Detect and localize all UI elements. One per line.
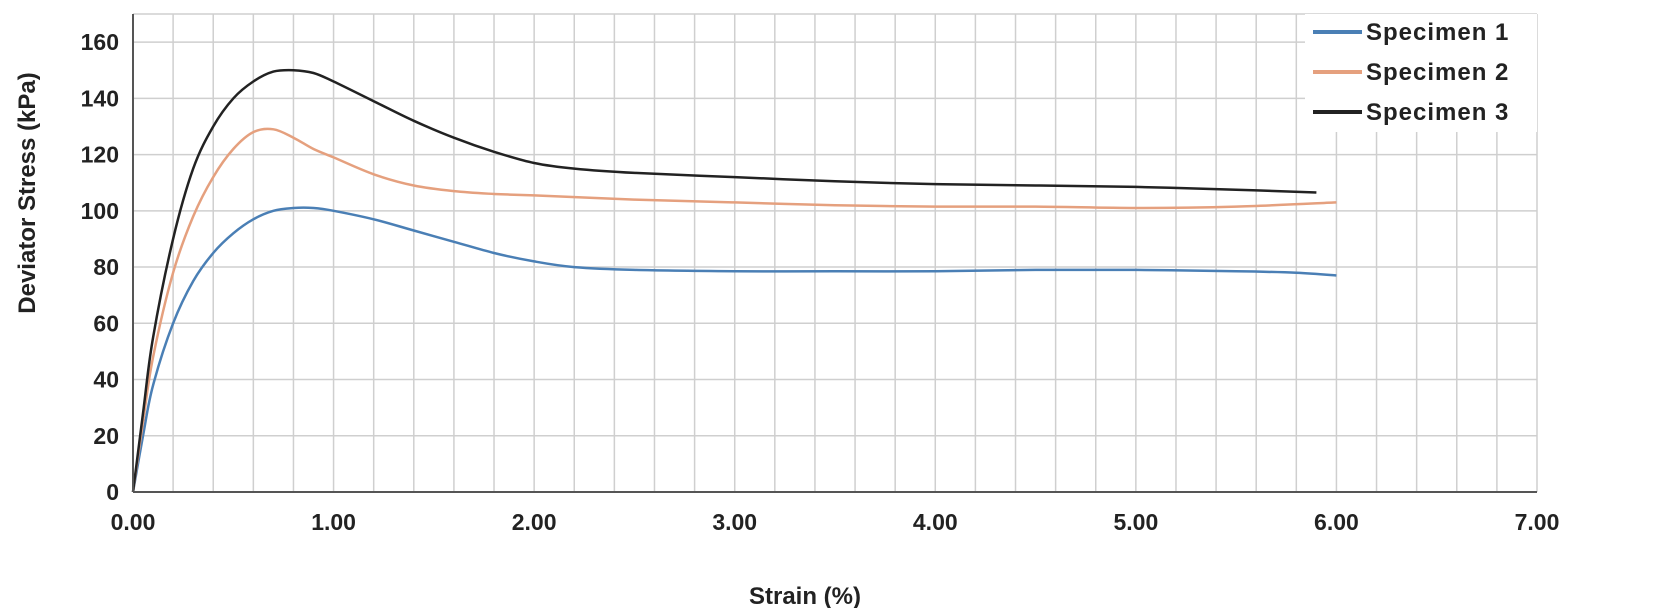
y-tick-label: 140 — [81, 85, 119, 111]
legend-label-specimen-2: Specimen 2 — [1366, 59, 1509, 86]
series-line-specimen-3 — [131, 68, 1317, 493]
y-tick-label: 120 — [81, 142, 119, 168]
x-axis-label: Strain (%) — [749, 583, 861, 608]
axes — [132, 14, 1537, 493]
y-tick-label: 60 — [93, 310, 119, 336]
x-tick-label: 7.00 — [1515, 509, 1560, 535]
series-line-specimen-1 — [131, 206, 1337, 493]
y-tick-label: 40 — [93, 367, 119, 393]
x-tick-label: 2.00 — [512, 509, 557, 535]
series-lines — [131, 68, 1337, 493]
x-tick-label: 6.00 — [1314, 509, 1359, 535]
tick-labels: 0.00 1.00 2.00 3.00 4.00 5.00 6.00 7.00 0 20 40 60 8… — [81, 29, 1560, 535]
y-tick-label: 160 — [81, 29, 119, 55]
y-tick-label: 100 — [81, 198, 119, 224]
y-tick-label: 20 — [93, 423, 119, 449]
x-tick-label: 1.00 — [311, 509, 356, 535]
legend: Specimen 1 Specimen 2 Specimen 3 — [1305, 14, 1537, 132]
grid — [132, 13, 1538, 493]
legend-label-specimen-3: Specimen 3 — [1366, 99, 1509, 126]
y-axis-label: Deviator Stress (kPa) — [14, 72, 41, 313]
x-tick-label: 0.00 — [111, 509, 156, 535]
x-tick-label: 5.00 — [1113, 509, 1158, 535]
y-tick-label: 80 — [93, 254, 119, 280]
series-line-specimen-2 — [131, 127, 1337, 493]
x-tick-label: 3.00 — [712, 509, 757, 535]
legend-label-specimen-1: Specimen 1 — [1366, 19, 1509, 46]
y-tick-label: 0 — [106, 479, 119, 505]
x-tick-label: 4.00 — [913, 509, 958, 535]
